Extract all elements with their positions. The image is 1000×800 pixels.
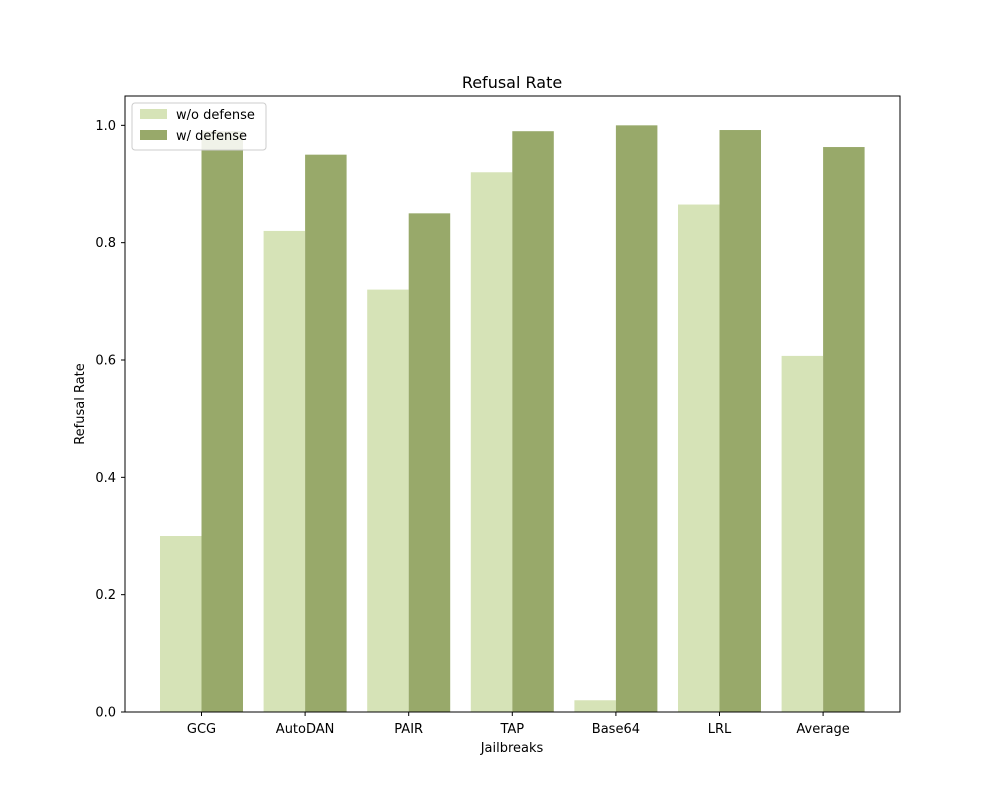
bar-lrl-with-defense xyxy=(719,130,761,712)
y-tick-label: 0.0 xyxy=(95,706,116,721)
bar-base64-with-defense xyxy=(615,125,658,713)
plot-frame xyxy=(124,95,901,713)
bars-group xyxy=(160,125,865,713)
y-tick-label: 0.8 xyxy=(95,236,116,251)
bar-autodan-with-defense xyxy=(305,154,347,712)
bar-gcg-without-defense xyxy=(160,536,202,712)
y-tick-label: 1.0 xyxy=(95,119,116,134)
bar-average-without-defense xyxy=(781,355,824,712)
y-tick-label: 0.6 xyxy=(95,354,116,369)
bar-tap-with-defense xyxy=(512,131,554,712)
bar-autodan-without-defense xyxy=(263,230,306,712)
y-tick-label: 0.4 xyxy=(95,471,116,486)
y-axis-ticks: 0.0 0.2 0.4 0.6 0.8 1.0 xyxy=(95,119,125,721)
bar-pair-with-defense xyxy=(408,213,451,713)
y-axis-label: Refusal Rate xyxy=(73,363,88,445)
x-tick-label: GCG xyxy=(187,722,216,737)
legend-label-without-defense: w/o defense xyxy=(176,108,255,123)
x-axis-label: Jailbreaks xyxy=(480,741,544,756)
bar-gcg-with-defense xyxy=(201,131,243,712)
legend: w/o defense w/ defense xyxy=(131,102,267,151)
x-tick-label: TAP xyxy=(499,722,524,737)
x-tick-label: AutoDAN xyxy=(276,722,335,737)
bar-tap-without-defense xyxy=(470,172,513,712)
x-tick-label: Average xyxy=(796,722,849,737)
x-tick-label: LRL xyxy=(708,722,732,737)
bar-lrl-without-defense xyxy=(678,204,720,713)
bar-pair-without-defense xyxy=(367,289,409,712)
bar-average-with-defense xyxy=(823,147,865,713)
y-tick-label: 0.2 xyxy=(95,588,116,603)
x-tick-label: Base64 xyxy=(592,722,640,737)
x-axis-ticks: GCG AutoDAN PAIR TAP Base64 LRL Average xyxy=(187,712,850,737)
x-tick-label: PAIR xyxy=(394,722,423,737)
legend-swatch-without-defense xyxy=(140,109,167,119)
bar-base64-without-defense xyxy=(574,700,616,712)
chart-title: Refusal Rate xyxy=(462,73,562,92)
legend-label-with-defense: w/ defense xyxy=(176,129,247,144)
legend-swatch-with-defense xyxy=(140,130,167,140)
